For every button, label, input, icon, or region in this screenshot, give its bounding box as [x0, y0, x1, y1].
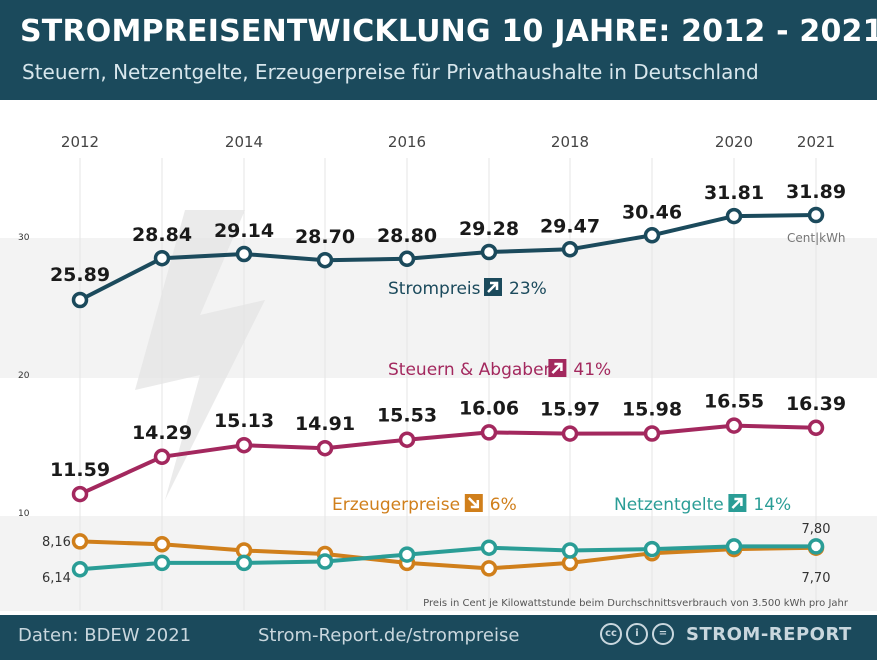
x-tick-label: 2018: [551, 133, 589, 151]
erzeugerpreise-change: 6%: [490, 495, 517, 515]
series-line-steuern-abgaben: [79, 423, 817, 496]
data-point: [480, 539, 498, 556]
x-tick-label: 2016: [388, 133, 426, 151]
data-label: 29.47: [540, 215, 600, 237]
data-label: 15.98: [622, 398, 682, 420]
source-label: Daten: BDEW 2021: [18, 625, 192, 646]
steuern-arrow-up-icon: [551, 362, 563, 374]
data-label: 14.91: [295, 413, 355, 435]
data-label: 16.06: [459, 397, 519, 419]
data-point: [480, 243, 498, 261]
data-label: 7,70: [802, 571, 831, 586]
data-label: 31.81: [704, 182, 764, 204]
data-point: [71, 533, 89, 550]
strompreis-arrow-up-icon: [487, 281, 499, 293]
data-point: [398, 431, 416, 448]
data-label: 30.46: [622, 201, 682, 223]
unit-label: Cent|kWh: [787, 231, 846, 245]
netzentgelte-label: Netzentgelte: [614, 495, 724, 515]
data-point: [71, 561, 89, 578]
x-tick-label: 2012: [61, 133, 99, 151]
data-point: [480, 424, 498, 441]
data-point: [71, 485, 89, 503]
netzentgelte-arrow-up-icon: [731, 497, 743, 509]
data-point: [153, 448, 171, 466]
data-label: 28.70: [295, 226, 355, 248]
data-label: 25.89: [50, 264, 110, 286]
data-label: 28.84: [132, 224, 192, 246]
data-point: [807, 419, 825, 437]
data-point: [153, 536, 171, 553]
lightning-bolt-icon: [135, 210, 265, 500]
y-tick-label: 20: [18, 371, 30, 381]
data-label: 29.28: [459, 218, 519, 240]
data-point: [235, 436, 253, 454]
data-label: 29.14: [214, 220, 274, 242]
data-point: [643, 540, 661, 558]
background-band: [0, 238, 877, 378]
series-line-strompreis: [79, 213, 817, 302]
data-point: [725, 417, 743, 434]
data-point: [235, 245, 253, 263]
data-point: [398, 250, 416, 268]
brand-block: cc i = STROM-REPORT: [600, 623, 852, 645]
data-label: 15.97: [540, 399, 600, 421]
x-tick-label: 2014: [225, 133, 263, 151]
data-label: 14.29: [132, 422, 192, 444]
erzeugerpreise-arrow-down-icon: [467, 497, 480, 509]
steuern-change: 41%: [573, 360, 611, 380]
data-label: 15.53: [377, 405, 437, 427]
strompreis-label: Strompreis: [388, 279, 481, 299]
x-tick-label: 2021: [797, 133, 835, 151]
y-tick-label: 30: [18, 233, 30, 243]
data-point: [235, 554, 253, 572]
chart-title: STROMPREISENTWICKLUNG 10 JAHRE: 2012 - 2…: [20, 14, 877, 49]
data-label: 28.80: [377, 225, 437, 247]
data-point: [561, 241, 579, 258]
data-point: [316, 439, 334, 457]
data-point: [725, 538, 743, 555]
brand-name: STROM-REPORT: [686, 623, 852, 645]
data-point: [480, 560, 498, 577]
steuern-label: Steuern & Abgaben: [388, 360, 554, 380]
data-label: 7,80: [802, 522, 831, 537]
data-point: [807, 206, 825, 224]
source-url-link[interactable]: Strom-Report.de/strompreise: [258, 625, 520, 646]
chart-subtitle: Steuern, Netzentgelte, Erzeugerpreise fü…: [22, 60, 759, 84]
strompreis-change: 23%: [509, 279, 547, 299]
line-chart: 2012 2014 2016 2018 2020 2021 30 20 10 Cent|kWh 25…: [0, 133, 877, 611]
data-point: [316, 553, 334, 570]
footnote: Preis in Cent je Kilowattstunde beim Dur…: [423, 598, 849, 609]
equals-icon: =: [652, 623, 674, 645]
data-point: [153, 554, 171, 572]
data-point: [561, 425, 579, 442]
data-label: 11.59: [50, 459, 110, 481]
data-point: [807, 538, 825, 555]
cc-icon: cc: [600, 623, 622, 645]
data-point: [643, 227, 661, 244]
data-label: 16.39: [786, 393, 846, 415]
data-point: [316, 251, 334, 269]
data-point: [561, 542, 579, 559]
data-point: [71, 291, 89, 309]
series-line-netzentgelte: [79, 544, 816, 572]
data-label: 15.13: [214, 410, 274, 432]
person-icon: i: [626, 623, 648, 645]
erzeugerpreise-label: Erzeugerpreise: [332, 495, 460, 515]
netzentgelte-change: 14%: [753, 495, 791, 515]
data-point: [643, 425, 661, 442]
data-label: 6,14: [42, 571, 71, 586]
series-line-erzeugerpreise: [79, 539, 817, 571]
data-point: [725, 207, 743, 225]
data-point: [398, 546, 416, 563]
footer-bar: Daten: BDEW 2021 Strom-Report.de/strompr…: [0, 615, 877, 660]
x-tick-label: 2020: [715, 133, 753, 151]
data-label: 16.55: [704, 391, 764, 413]
header-banner: STROMPREISENTWICKLUNG 10 JAHRE: 2012 - 2…: [0, 0, 877, 100]
data-label: 31.89: [786, 181, 846, 203]
y-tick-label: 10: [18, 509, 30, 519]
data-label: 8,16: [42, 535, 71, 550]
data-point: [153, 249, 171, 267]
